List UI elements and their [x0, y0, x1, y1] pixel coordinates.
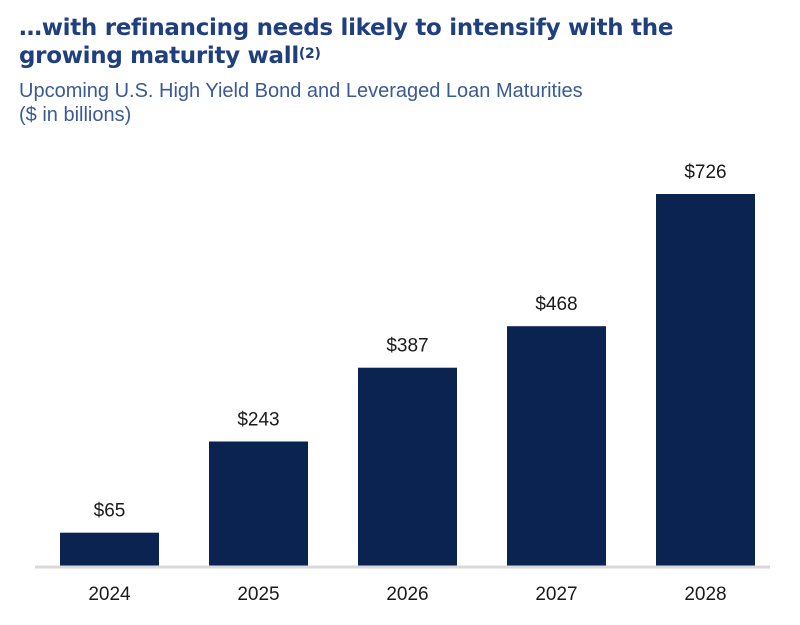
chart-subtitle: Upcoming U.S. High Yield Bond and Levera… [19, 79, 583, 127]
x-tick-label-2026: 2026 [386, 584, 428, 605]
data-label-2028: $726 [684, 162, 726, 183]
chart-headline: …with refinancing needs likely to intens… [19, 14, 779, 70]
x-tick-label-2028: 2028 [684, 584, 726, 605]
bars-group [60, 194, 755, 566]
bar-2026 [358, 367, 457, 566]
headline-text: …with refinancing needs likely to intens… [19, 15, 674, 69]
subtitle-line-1: Upcoming U.S. High Yield Bond and Levera… [19, 80, 583, 102]
bar-2028 [656, 194, 755, 566]
x-tick-label-2024: 2024 [88, 584, 131, 605]
labels-group: $65 2024 $243 2025 $387 2026 $468 2027 $726 2028 [88, 162, 726, 605]
bar-2024 [60, 532, 159, 566]
subtitle-line-2: ($ in billions) [19, 104, 132, 126]
x-tick-label-2025: 2025 [237, 584, 279, 605]
data-label-2026: $387 [386, 336, 428, 357]
data-label-2024: $65 [94, 501, 126, 522]
data-label-2025: $243 [237, 409, 279, 430]
data-label-2027: $468 [535, 294, 577, 315]
footnote-marker: (2) [298, 46, 321, 62]
bar-2025 [209, 441, 308, 566]
x-tick-label-2027: 2027 [535, 584, 577, 605]
bar-2027 [507, 326, 606, 566]
